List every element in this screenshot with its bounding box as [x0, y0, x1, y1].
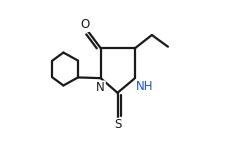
Text: N: N [96, 81, 105, 94]
Text: O: O [80, 18, 89, 31]
Text: NH: NH [136, 80, 153, 93]
Text: S: S [114, 118, 121, 131]
